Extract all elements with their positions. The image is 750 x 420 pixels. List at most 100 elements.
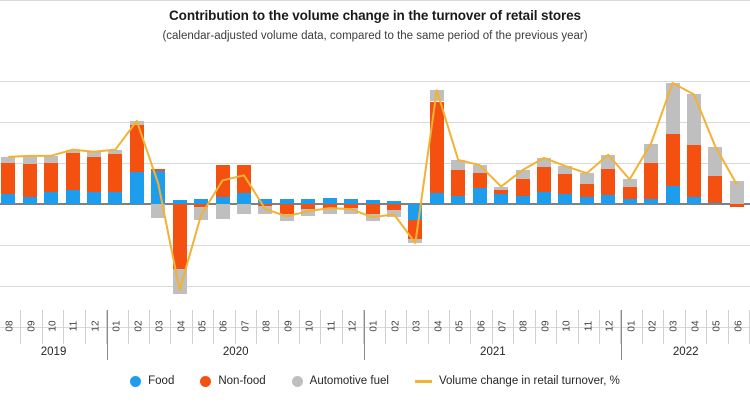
legend-label: Volume change in retail turnover, % bbox=[438, 375, 620, 387]
axis-tick-cell: 12 bbox=[600, 310, 622, 344]
legend-item[interactable]: Volume change in retail turnover, % bbox=[414, 375, 620, 387]
bar-segment-fuel bbox=[729, 181, 744, 204]
chart-legend: Food Non-food Automotive fuel Volume change… bbox=[0, 375, 750, 387]
bar-segment-nonfood bbox=[365, 204, 380, 215]
axis-tick-label: 01 bbox=[368, 320, 380, 332]
bar-segment-nonfood bbox=[386, 204, 401, 211]
axis-tick-cell: 11 bbox=[64, 310, 86, 344]
bar-segment-nonfood bbox=[429, 101, 444, 193]
axis-tick-cell: 10 bbox=[557, 310, 579, 344]
bar-segment-nonfood bbox=[451, 170, 466, 196]
axis-tick-cell: 07 bbox=[236, 310, 258, 344]
axis-tick-label: 06 bbox=[733, 320, 745, 332]
axis-tick-cell: 04 bbox=[686, 310, 708, 344]
bar-segment-food bbox=[686, 196, 701, 204]
bar-segment-food bbox=[386, 200, 401, 204]
bar-segment-food bbox=[429, 192, 444, 204]
bar-segment-fuel bbox=[344, 208, 359, 215]
bar-segment-nonfood bbox=[644, 163, 659, 199]
axis-tick-label: 01 bbox=[111, 320, 123, 332]
axis-tick-label: 11 bbox=[326, 320, 338, 332]
axis-tick-label: 12 bbox=[604, 320, 616, 332]
axis-tick-label: 09 bbox=[283, 320, 295, 332]
axis-tick-label: 08 bbox=[518, 320, 530, 332]
bar-segment-fuel bbox=[515, 170, 530, 180]
bar-segment-food bbox=[322, 197, 337, 204]
bar-segment-fuel bbox=[472, 165, 487, 174]
bar-segment-fuel bbox=[536, 157, 551, 168]
legend-label: Automotive fuel bbox=[309, 375, 389, 387]
legend-item[interactable]: Automotive fuel bbox=[291, 375, 389, 387]
bar-segment-fuel bbox=[279, 214, 294, 222]
bar-segment-food bbox=[44, 191, 59, 204]
bar-segment-nonfood bbox=[151, 169, 166, 172]
bar-segment-nonfood bbox=[301, 204, 316, 210]
axis-tick-label: 10 bbox=[561, 320, 573, 332]
axis-tick-label: 05 bbox=[711, 320, 723, 332]
plot-area bbox=[0, 60, 750, 328]
axis-tick-label: 04 bbox=[433, 320, 445, 332]
axis-tick-cell: 06 bbox=[214, 310, 236, 344]
axis-tick-cell: 12 bbox=[86, 310, 108, 344]
axis-tick-label: 01 bbox=[626, 320, 638, 332]
bar-segment-fuel bbox=[301, 209, 316, 217]
legend-dot-icon bbox=[130, 375, 142, 387]
bar-segment-food bbox=[236, 192, 251, 204]
bar-segment-nonfood bbox=[515, 179, 530, 196]
bar-segment-nonfood bbox=[622, 186, 637, 199]
bar-segment-nonfood bbox=[344, 204, 359, 209]
axis-tick-label: 05 bbox=[197, 320, 209, 332]
axis-tick-cell: 08 bbox=[257, 310, 279, 344]
bar-segment-food bbox=[1, 193, 16, 204]
axis-tick-label: 06 bbox=[476, 320, 488, 332]
gridline bbox=[0, 327, 750, 328]
axis-tick-label: 03 bbox=[411, 320, 423, 332]
bar-segment-nonfood bbox=[708, 176, 723, 203]
year-separator bbox=[621, 310, 623, 360]
legend-dot-icon bbox=[200, 375, 212, 387]
bar-segment-fuel bbox=[686, 94, 701, 145]
axis-tick-cell: 04 bbox=[171, 310, 193, 344]
axis-tick-label: 11 bbox=[68, 320, 80, 332]
axis-tick-label: 08 bbox=[4, 320, 16, 332]
volume-change-line bbox=[8, 82, 738, 292]
axis-tick-label: 09 bbox=[26, 320, 38, 332]
legend-label: Non-food bbox=[218, 375, 266, 387]
bar-segment-food bbox=[194, 198, 209, 204]
axis-year-label: 2021 bbox=[480, 346, 506, 358]
axis-tick-label: 07 bbox=[497, 320, 509, 332]
axis-tick-cell: 09 bbox=[21, 310, 43, 344]
bar-segment-nonfood bbox=[65, 152, 80, 190]
axis-tick-label: 10 bbox=[304, 320, 316, 332]
bar-segment-food bbox=[172, 199, 187, 204]
page-title: Contribution to the volume change in the… bbox=[169, 8, 581, 23]
axis-year-label: 2022 bbox=[672, 346, 699, 358]
axis-year-label: 2019 bbox=[40, 346, 67, 358]
axis-tick-label: 04 bbox=[690, 320, 702, 332]
axis-tick-cell: 01 bbox=[621, 310, 643, 344]
axis-tick-cell: 06 bbox=[471, 310, 493, 344]
chart-header: Contribution to the volume change in the… bbox=[0, 8, 750, 42]
axis-year-label: 2020 bbox=[222, 346, 249, 358]
axis-tick-cell: 06 bbox=[729, 310, 750, 344]
axis-tick-label: 02 bbox=[133, 320, 145, 332]
axis-tick-cell: 02 bbox=[129, 310, 150, 344]
axis-tick-label: 05 bbox=[454, 320, 466, 332]
bar-segment-fuel bbox=[322, 208, 337, 215]
bar-segment-nonfood bbox=[494, 189, 509, 194]
bar-segment-nonfood bbox=[236, 165, 251, 193]
legend-item[interactable]: Food bbox=[130, 375, 174, 387]
bar-segment-food bbox=[258, 198, 273, 204]
bar-segment-food bbox=[601, 194, 616, 204]
bar-segment-fuel bbox=[151, 204, 166, 219]
gridline bbox=[0, 245, 750, 246]
bar-segment-nonfood bbox=[579, 183, 594, 197]
axis-tick-label: 02 bbox=[647, 320, 659, 332]
bar-segment-food bbox=[622, 198, 637, 204]
axis-tick-label: 03 bbox=[154, 320, 166, 332]
bar-segment-food bbox=[65, 189, 80, 204]
legend-item[interactable]: Non-food bbox=[200, 375, 266, 387]
bar-segment-fuel bbox=[215, 204, 230, 220]
axis-tick-cell: 01 bbox=[364, 310, 386, 344]
bar-segment-nonfood bbox=[665, 134, 680, 186]
